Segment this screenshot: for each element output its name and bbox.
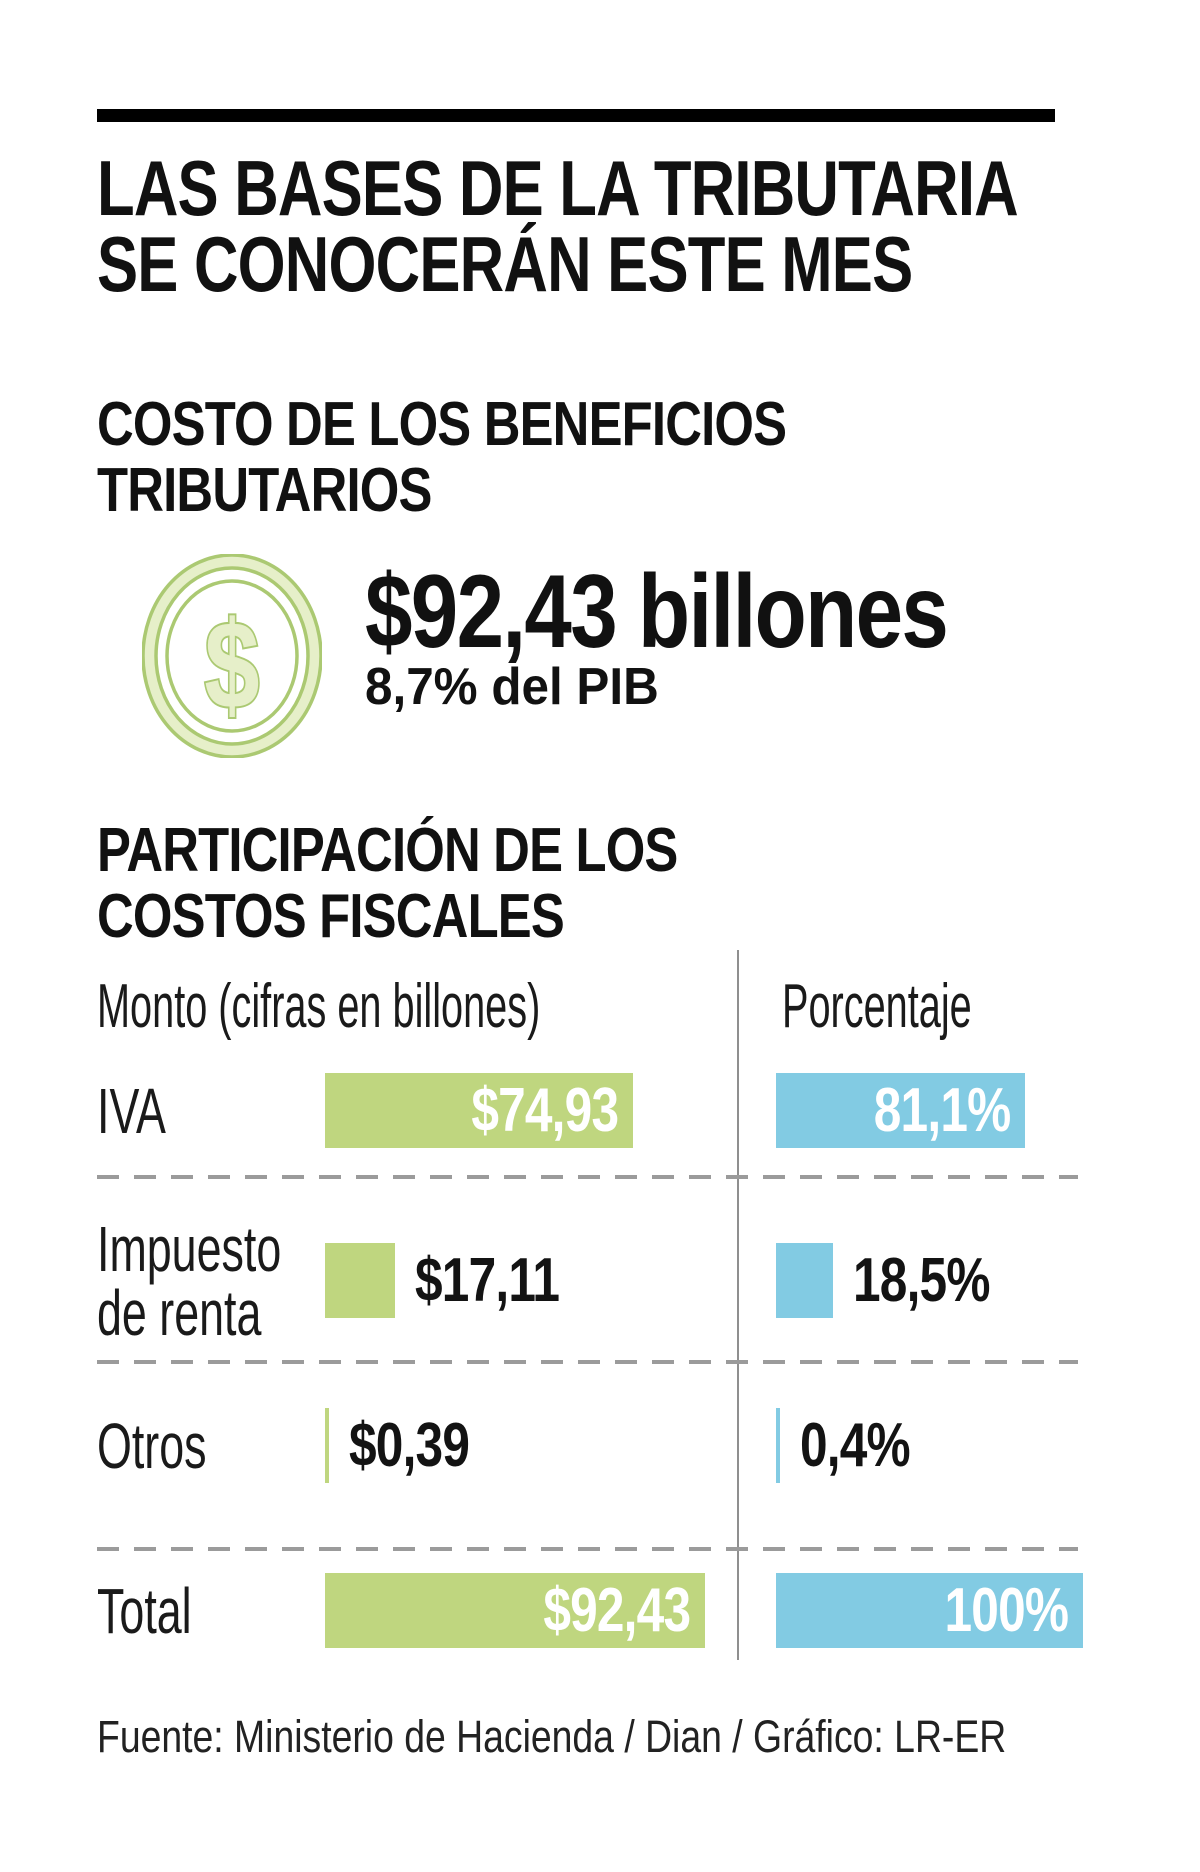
table-row-label-total: Total (97, 1574, 192, 1647)
cost-heading-line1: COSTO DE LOS BENEFICIOS (97, 390, 787, 459)
percent-value-iva: 81,1% (873, 1075, 1011, 1145)
benefit-cost-gdp-share: 8,7% del PIB (365, 658, 659, 716)
money-bar-group-total: $92,43 (325, 1573, 705, 1648)
participation-section-heading: PARTICIPACIÓN DE LOS COSTOS FISCALES (97, 818, 805, 950)
money-bar-group-renta: $17,11 (325, 1243, 595, 1318)
row-separator (97, 1175, 1078, 1179)
source-note: Fuente: Ministerio de Hacienda / Dian / … (97, 1711, 1007, 1762)
percent-bar-total: 100% (776, 1573, 1083, 1648)
money-bar-group-iva: $74,93 (325, 1073, 633, 1148)
money-value-total: $92,43 (543, 1575, 692, 1645)
percent-bar-otros (776, 1408, 780, 1483)
money-bar-iva: $74,93 (325, 1073, 633, 1148)
row-separator (97, 1360, 1078, 1364)
column-divider (737, 950, 739, 1660)
participation-heading-line2: COSTOS FISCALES (97, 882, 565, 951)
dollar-coin-icon: $ (142, 554, 322, 758)
money-bar-total: $92,43 (325, 1573, 705, 1648)
money-value-iva: $74,93 (471, 1075, 620, 1145)
column-header-porcentaje: Porcentaje (782, 972, 972, 1041)
percent-bar-renta (776, 1243, 833, 1318)
money-bar-renta (325, 1243, 395, 1318)
percent-bar-group-total: 100% (776, 1573, 1083, 1648)
benefit-cost-amount: $92,43 billones (365, 554, 949, 670)
cost-heading-line2: TRIBUTARIOS (97, 456, 432, 525)
dollar-sign-glyph: $ (204, 595, 259, 734)
money-bar-group-otros: $0,39 (325, 1408, 499, 1483)
money-bar-otros (325, 1408, 329, 1483)
column-header-monto: Monto (cifras en billones) (97, 972, 541, 1041)
percent-bar-group-otros: 0,4% (776, 1408, 937, 1483)
page-title-line2: SE CONOCERÁN ESTE MES (97, 220, 913, 308)
participation-heading-line1: PARTICIPACIÓN DE LOS (97, 816, 678, 885)
percent-value-total: 100% (944, 1575, 1069, 1645)
page-title: LAS BASES DE LA TRIBUTARIA SE CONOCERÁN … (97, 144, 1200, 308)
percent-value-otros: 0,4% (800, 1410, 911, 1480)
row-separator (97, 1547, 1078, 1551)
percent-bar-group-iva: 81,1% (776, 1073, 1025, 1148)
money-value-renta: $17,11 (415, 1245, 560, 1315)
table-row-label-renta: Impuesto de renta (97, 1212, 282, 1349)
percent-bar-iva: 81,1% (776, 1073, 1025, 1148)
cost-section-heading: COSTO DE LOS BENEFICIOS TRIBUTARIOS (97, 392, 938, 524)
table-row-label-iva: IVA (97, 1074, 166, 1147)
percent-value-renta: 18,5% (853, 1245, 990, 1315)
percent-bar-group-renta: 18,5% (776, 1243, 1024, 1318)
money-value-otros: $0,39 (349, 1410, 470, 1480)
top-rule (97, 109, 1055, 122)
page-title-line1: LAS BASES DE LA TRIBUTARIA (97, 144, 1019, 232)
table-row-label-otros: Otros (97, 1409, 207, 1482)
